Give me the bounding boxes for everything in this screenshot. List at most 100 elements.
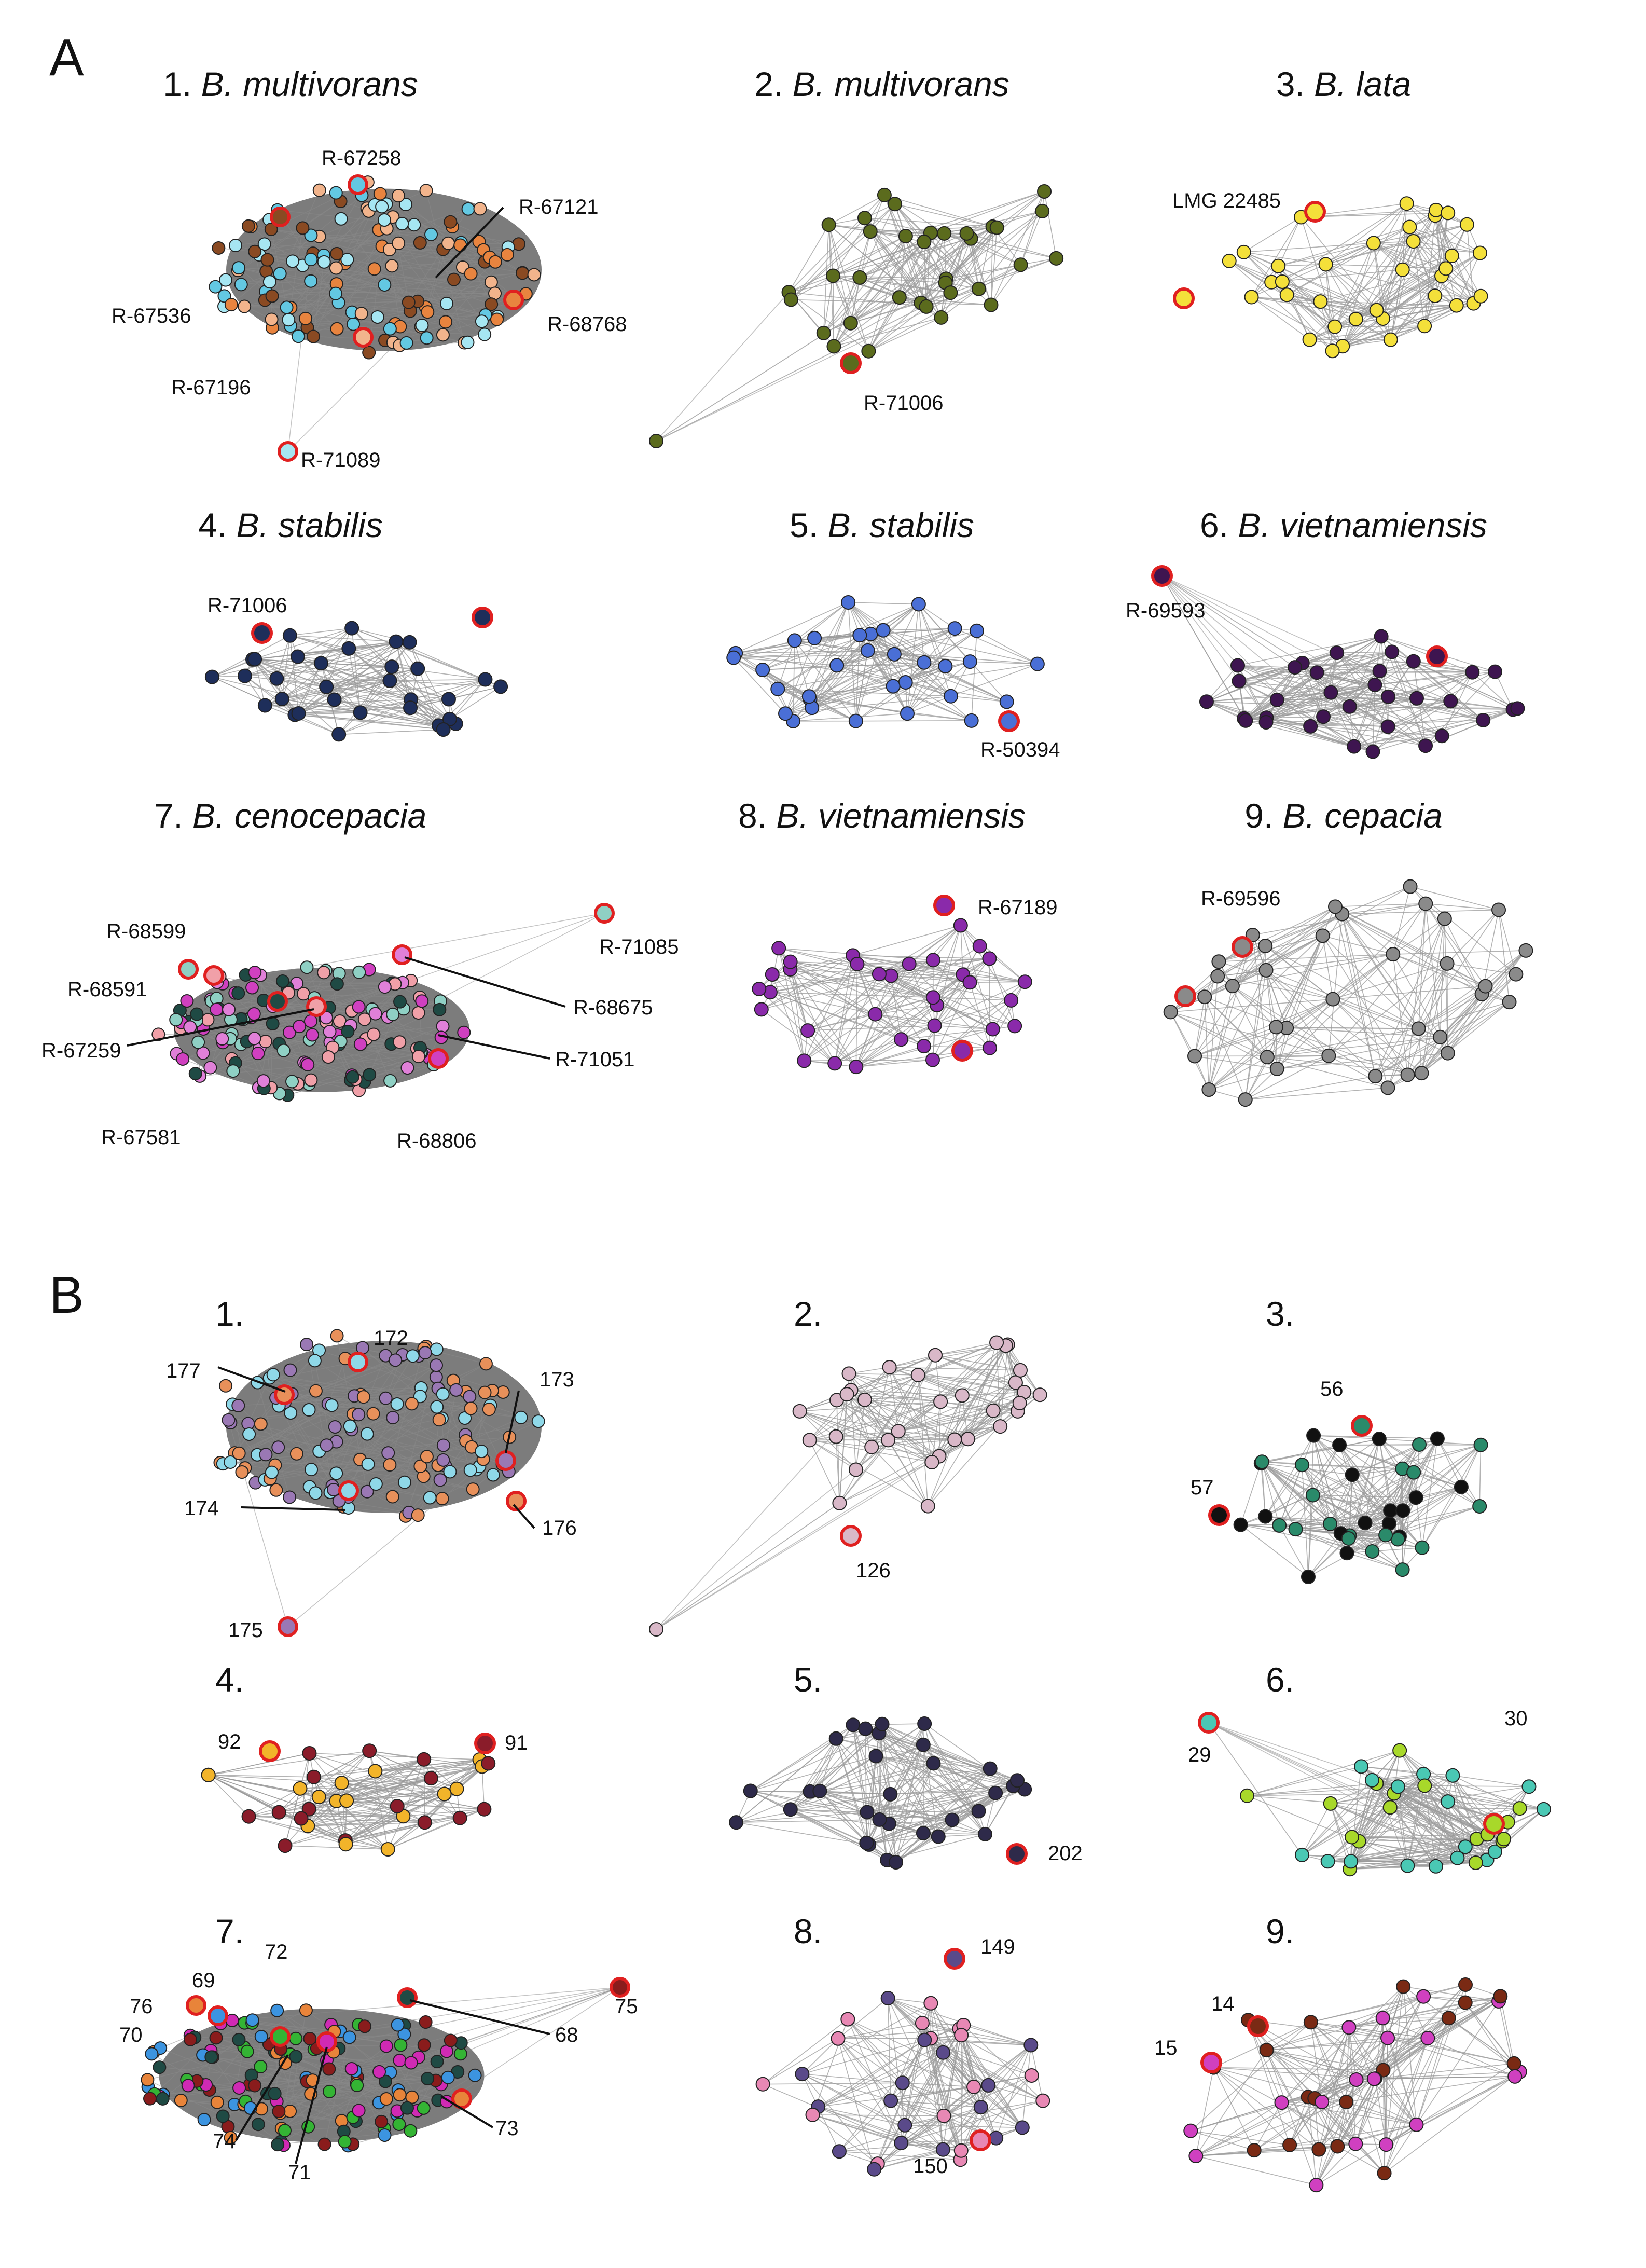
edge — [770, 992, 902, 1040]
node — [1487, 1844, 1502, 1859]
edge — [1252, 934, 1268, 1057]
edge — [790, 961, 880, 975]
node — [1400, 1067, 1415, 1082]
edge — [1421, 963, 1448, 1074]
node — [1381, 689, 1396, 704]
edge — [656, 264, 1021, 442]
edge — [1302, 1803, 1331, 1855]
highlighted-node — [278, 1616, 298, 1637]
node — [216, 2109, 230, 2123]
nodes — [1163, 879, 1533, 1107]
highlighted-node — [1006, 1843, 1028, 1865]
panel-b-network-4-title: 4. — [215, 1660, 244, 1699]
node — [375, 200, 389, 214]
node — [338, 1837, 353, 1852]
node — [466, 1482, 480, 1496]
node — [319, 679, 334, 694]
edge — [963, 2025, 1043, 2101]
node — [266, 1016, 280, 1030]
node — [832, 1495, 847, 1510]
node — [320, 1011, 334, 1025]
node — [386, 1411, 400, 1425]
panel-a-network-4-title: 4. B. stabilis — [198, 506, 383, 544]
edge — [1416, 2001, 1499, 2125]
edge — [1289, 2101, 1322, 2146]
edge — [818, 2106, 944, 2150]
edge — [1413, 1472, 1480, 1507]
nodes — [151, 903, 615, 1102]
edge — [395, 641, 439, 726]
node — [478, 672, 493, 687]
edge — [1386, 2076, 1515, 2145]
edge — [865, 1728, 867, 1843]
edge — [290, 314, 486, 326]
edge — [918, 604, 951, 696]
edge — [812, 2114, 902, 2143]
edge — [750, 1790, 867, 1813]
node — [433, 1473, 447, 1487]
edge — [251, 226, 495, 263]
edge — [875, 997, 933, 1015]
edge — [1341, 913, 1486, 987]
edge — [1328, 914, 1343, 1056]
edge — [852, 925, 961, 956]
edge — [1402, 1438, 1438, 1469]
node — [1339, 1546, 1354, 1561]
node — [301, 1057, 315, 1071]
node — [1272, 1518, 1287, 1533]
edge — [1384, 2071, 1520, 2174]
node — [850, 956, 865, 971]
edge — [1350, 1780, 1373, 1862]
edge — [1332, 999, 1422, 1074]
node — [1315, 928, 1330, 943]
node — [344, 2061, 358, 2075]
edge — [790, 961, 805, 1061]
edge — [1289, 2124, 1417, 2146]
edge — [465, 1392, 504, 1441]
edge — [1232, 935, 1323, 986]
node — [290, 649, 305, 664]
edge — [248, 1423, 446, 1466]
node — [1403, 879, 1418, 894]
edge — [836, 654, 895, 666]
edge — [918, 1374, 963, 1396]
node — [312, 183, 326, 197]
nodes — [213, 1329, 545, 1637]
highlighted-node — [474, 1733, 496, 1754]
edge — [1335, 906, 1486, 987]
edge — [436, 1365, 471, 1470]
edge — [1448, 1801, 1544, 1810]
node — [248, 244, 262, 258]
node — [1383, 332, 1398, 347]
node — [1458, 1995, 1473, 2010]
node — [231, 1399, 245, 1413]
edge — [735, 653, 906, 683]
edge — [390, 680, 449, 700]
edge — [1237, 665, 1375, 685]
edge — [809, 602, 849, 697]
edge — [934, 982, 971, 1026]
edge — [1308, 1538, 1349, 1577]
edge — [930, 2003, 974, 2087]
edge — [1387, 918, 1445, 1088]
node — [1049, 251, 1064, 266]
edge — [934, 946, 980, 1026]
edge — [1452, 1775, 1488, 1835]
edge — [1332, 954, 1393, 1000]
highlighted-node — [270, 207, 291, 227]
edge — [266, 291, 526, 295]
node — [1316, 709, 1331, 724]
panel-b-network-8-label: 149 — [980, 1935, 1015, 1958]
edge — [1421, 1445, 1482, 1548]
node — [875, 1716, 890, 1731]
edge — [1295, 1529, 1341, 1534]
edge — [1265, 970, 1277, 1027]
node — [1313, 294, 1328, 309]
node — [1347, 739, 1362, 754]
node — [375, 2114, 389, 2128]
edges — [212, 627, 501, 735]
edges — [1240, 1435, 1482, 1577]
species-name: B. multivorans — [201, 65, 418, 103]
edge — [252, 659, 283, 699]
highlighted-node — [278, 441, 298, 462]
